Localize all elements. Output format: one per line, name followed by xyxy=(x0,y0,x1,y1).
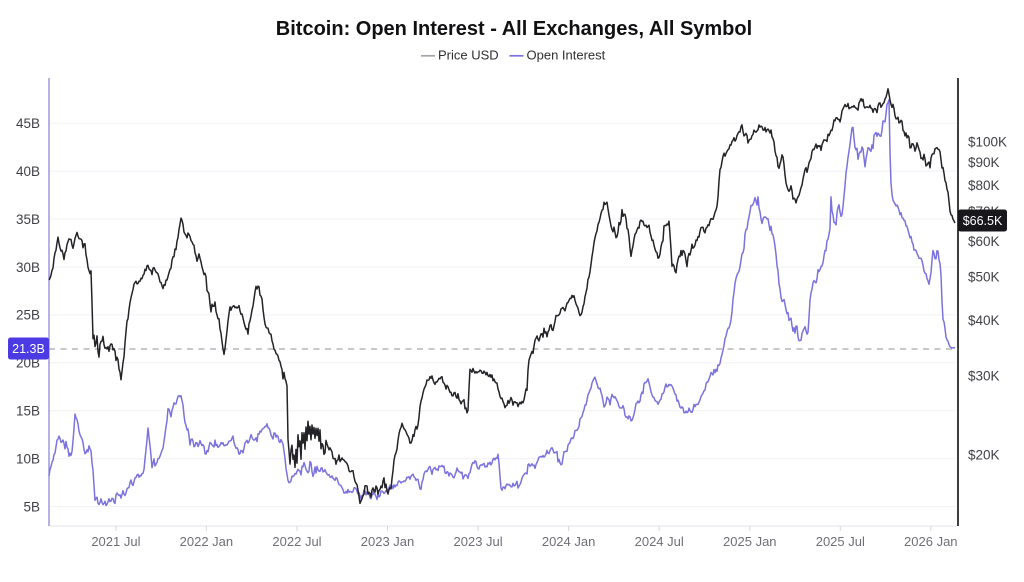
svg-text:15B: 15B xyxy=(16,404,40,419)
svg-text:2024 Jul: 2024 Jul xyxy=(635,534,684,549)
svg-text:$80K: $80K xyxy=(968,178,1000,193)
svg-text:2022 Jan: 2022 Jan xyxy=(180,534,234,549)
svg-text:30B: 30B xyxy=(16,260,40,275)
svg-text:2026 Jan: 2026 Jan xyxy=(904,534,958,549)
svg-text:$60K: $60K xyxy=(968,234,1000,249)
svg-text:$30K: $30K xyxy=(968,369,1000,384)
svg-text:$90K: $90K xyxy=(968,155,1000,170)
svg-text:2023 Jul: 2023 Jul xyxy=(454,534,503,549)
svg-text:$40K: $40K xyxy=(968,313,1000,328)
svg-text:35B: 35B xyxy=(16,212,40,227)
svg-text:$50K: $50K xyxy=(968,269,1000,284)
svg-text:25B: 25B xyxy=(16,308,40,323)
svg-text:10B: 10B xyxy=(16,452,40,467)
svg-text:$100K: $100K xyxy=(968,135,1007,150)
svg-text:Price USD: Price USD xyxy=(438,47,499,62)
svg-text:2025 Jul: 2025 Jul xyxy=(816,534,865,549)
svg-text:Bitcoin: Open Interest - All E: Bitcoin: Open Interest - All Exchanges, … xyxy=(276,18,752,40)
svg-text:2022 Jul: 2022 Jul xyxy=(272,534,321,549)
svg-text:2025 Jan: 2025 Jan xyxy=(723,534,777,549)
svg-text:21.3B: 21.3B xyxy=(12,342,45,356)
svg-text:45B: 45B xyxy=(16,116,40,131)
svg-text:2023 Jan: 2023 Jan xyxy=(361,534,415,549)
svg-text:$66.5K: $66.5K xyxy=(963,214,1003,228)
svg-text:Open Interest: Open Interest xyxy=(527,47,606,62)
svg-text:40B: 40B xyxy=(16,164,40,179)
svg-text:2024 Jan: 2024 Jan xyxy=(542,534,596,549)
svg-text:$20K: $20K xyxy=(968,448,1000,463)
svg-text:5B: 5B xyxy=(23,499,40,514)
svg-text:2021 Jul: 2021 Jul xyxy=(91,534,140,549)
